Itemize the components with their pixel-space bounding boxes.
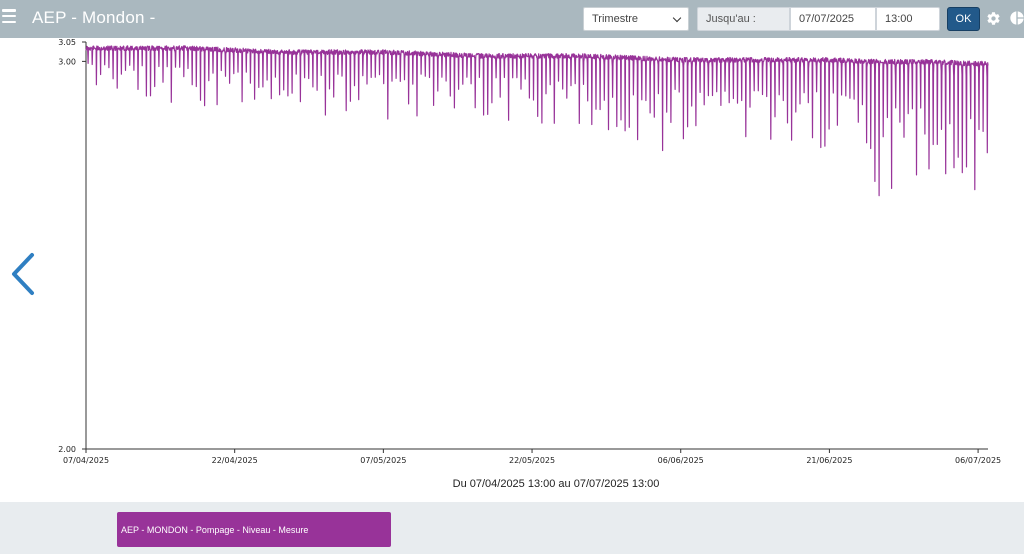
top-bar: AEP - Mondon - Trimestre Jusqu'au : OK [0,0,1024,38]
y-tick-label: 3.00 [58,57,76,66]
date-range-caption: Du 07/04/2025 13:00 au 07/07/2025 13:00 [452,478,660,490]
x-tick-label: 22/05/2025 [509,456,555,465]
menu-icon[interactable] [2,9,16,23]
x-tick-label: 07/04/2025 [63,456,109,465]
until-label: Jusqu'au : [697,7,790,31]
x-tick-label: 22/04/2025 [212,456,258,465]
page-title: AEP - Mondon - [32,8,156,27]
y-tick-label: 3.05 [58,38,76,47]
period-select-value: Trimestre [592,13,639,25]
x-tick-label: 21/06/2025 [806,456,852,465]
date-input[interactable] [790,7,876,31]
x-tick-label: 07/05/2025 [360,456,406,465]
period-select[interactable]: Trimestre [583,7,689,31]
legend-bar: AEP - MONDON - Pompage - Niveau - Mesure [0,502,1024,554]
legend-item-label: AEP - MONDON - Pompage - Niveau - Mesure [121,524,309,535]
time-input[interactable] [876,7,940,31]
chevron-down-icon [672,13,682,22]
level-chart: 2.00 3.00 3.05 07/04/2025 22/04/2025 07/05/2… [58,38,1001,465]
x-tick-label: 06/06/2025 [658,456,704,465]
y-tick-label: 2.00 [58,445,76,454]
x-tick-label: 06/07/2025 [955,456,1001,465]
series-line [85,45,989,197]
ok-button[interactable]: OK [947,7,980,31]
chevron-left-icon[interactable] [10,252,36,296]
legend-item-niveau[interactable]: AEP - MONDON - Pompage - Niveau - Mesure [117,512,391,547]
gear-icon[interactable] [986,11,1001,26]
pie-chart-icon[interactable] [1009,10,1024,26]
